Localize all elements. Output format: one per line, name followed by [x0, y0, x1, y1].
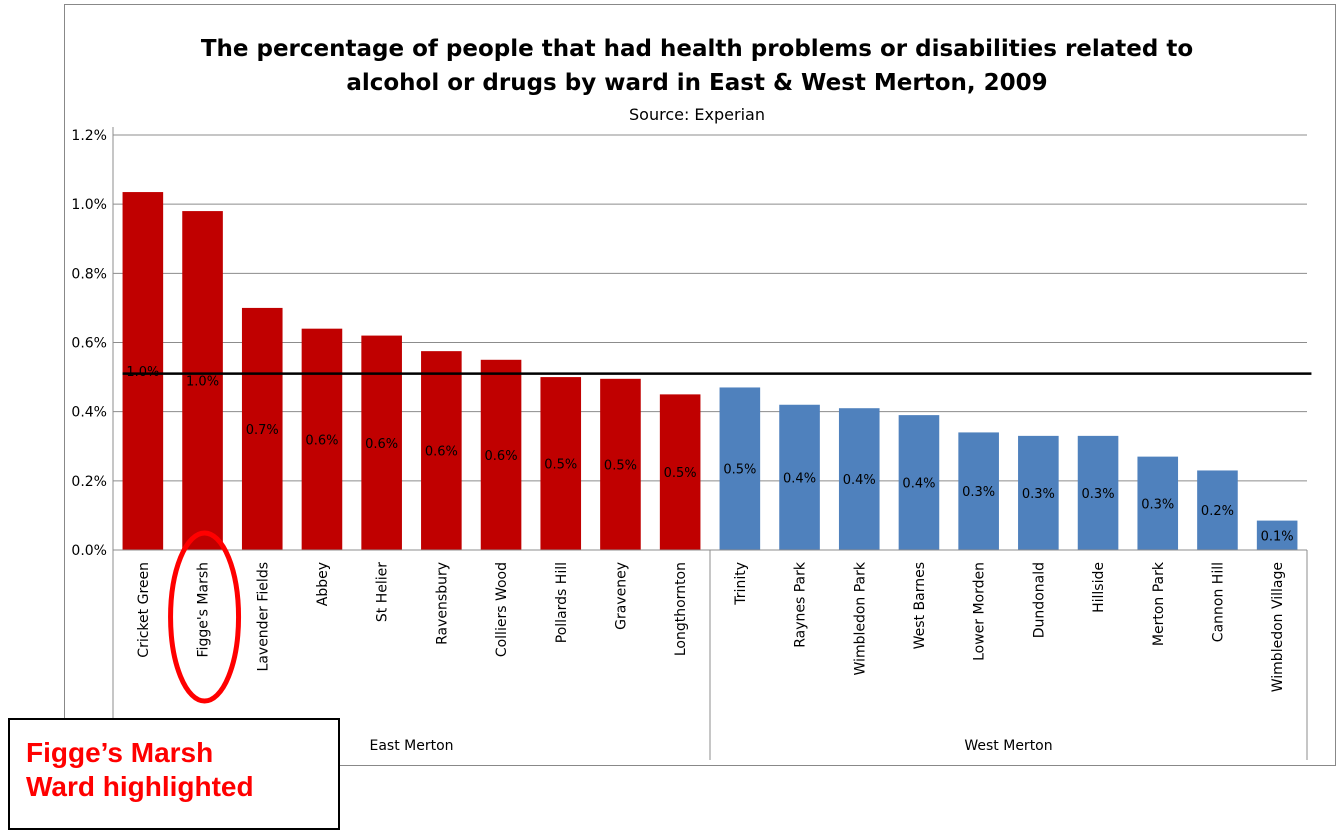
data-label: 0.5% — [723, 463, 756, 478]
bar — [421, 351, 462, 550]
bar — [779, 404, 820, 550]
bar — [122, 192, 164, 550]
bar — [182, 211, 223, 551]
x-category-label: Lower Morden — [972, 562, 988, 661]
gridlines — [113, 134, 1307, 482]
bar — [719, 387, 761, 550]
data-label: 1.0% — [126, 365, 159, 380]
y-tick-label: 0.0% — [71, 543, 107, 559]
data-label: 0.5% — [664, 466, 697, 481]
data-label: 0.2% — [1201, 504, 1234, 519]
bar — [898, 415, 940, 550]
data-label: 0.3% — [1022, 487, 1055, 502]
x-category-label: West Barnes — [912, 562, 928, 649]
chart-frame: The percentage of people that had health… — [64, 4, 1336, 766]
callout-line-2: Ward highlighted — [26, 771, 254, 802]
x-category-label: Wimbledon Park — [852, 561, 868, 675]
x-category-label: Longthornton — [673, 562, 689, 656]
chart-title-line-2: alcohol or drugs by ward in East & West … — [346, 70, 1047, 96]
y-tick-label: 0.6% — [71, 336, 107, 352]
x-category-label: Figge's Marsh — [196, 562, 212, 657]
bar — [301, 328, 343, 550]
data-label: 0.6% — [365, 437, 398, 452]
chart-title-line-1: The percentage of people that had health… — [201, 36, 1193, 62]
data-label: 0.6% — [485, 449, 518, 464]
highlight-layer — [168, 530, 242, 704]
data-label: 0.3% — [1141, 497, 1174, 512]
data-label: 0.3% — [962, 485, 995, 500]
x-category-label: Wimbledon Village — [1270, 562, 1286, 692]
bar — [1018, 435, 1059, 550]
data-labels: 1.0% 1.0% 0.7% 0.6% 0.6% 0.6% 0.6% 0.5% 0.5% 0.5%… — [126, 365, 1293, 544]
highlight-callout-box: Figge’s Marsh Ward highlighted — [8, 718, 340, 830]
data-label: 0.7% — [246, 423, 279, 438]
data-label: 0.1% — [1261, 529, 1294, 544]
x-category-label: St Helier — [375, 562, 391, 622]
x-category-label: Abbey — [315, 562, 331, 606]
data-label: 0.4% — [843, 473, 876, 488]
axes: 0.0% 0.2% 0.4% 0.6% 0.8% 1.0% 1.2% Cricket Gree… — [71, 127, 1308, 760]
bar — [659, 394, 701, 550]
callout-line-1: Figge’s Marsh — [26, 737, 214, 768]
bar — [1197, 470, 1238, 550]
data-label: 0.4% — [902, 477, 935, 492]
x-group-label: West Merton — [964, 738, 1052, 754]
y-tick-label: 1.0% — [71, 197, 107, 213]
bar — [958, 432, 999, 550]
x-category-label: Cricket Green — [136, 562, 152, 658]
bar — [241, 307, 283, 550]
x-category-label: Merton Park — [1151, 561, 1167, 646]
x-category-label: Cannon Hill — [1210, 562, 1226, 642]
chart-svg: The percentage of people that had health… — [71, 36, 1312, 760]
x-category-label: Lavender Fields — [255, 562, 271, 671]
x-category-label: Graveney — [613, 562, 629, 630]
x-group-label: East Merton — [369, 738, 453, 754]
x-category-label: Trinity — [733, 562, 749, 606]
data-label: 0.5% — [544, 458, 577, 473]
y-tick-label: 1.2% — [71, 128, 107, 144]
x-category-label: Pollards Hill — [554, 562, 570, 643]
x-category-label: Dundonald — [1031, 562, 1047, 638]
x-category-label: Hillside — [1091, 562, 1107, 613]
bar — [838, 408, 880, 550]
bar — [1256, 520, 1298, 550]
y-tick-label: 0.8% — [71, 266, 107, 282]
data-label: 0.4% — [783, 471, 816, 486]
data-label: 0.3% — [1082, 487, 1115, 502]
data-label: 0.5% — [604, 458, 637, 473]
bar — [1137, 456, 1179, 550]
x-category-label: Ravensbury — [434, 562, 450, 645]
highlight-ellipse — [168, 530, 242, 704]
chart-subtitle: Source: Experian — [629, 105, 765, 124]
bar — [600, 378, 641, 550]
bar — [361, 335, 402, 550]
data-label: 1.0% — [186, 375, 219, 390]
bar — [1077, 435, 1119, 550]
y-tick-label: 0.4% — [71, 405, 107, 421]
bars — [122, 192, 1298, 551]
x-category-label: Raynes Park — [793, 561, 809, 648]
bar — [480, 359, 522, 550]
bar — [540, 377, 582, 550]
x-category-label: Colliers Wood — [494, 562, 510, 657]
data-label: 0.6% — [305, 433, 338, 448]
y-tick-label: 0.2% — [71, 474, 107, 490]
data-label: 0.6% — [425, 445, 458, 460]
